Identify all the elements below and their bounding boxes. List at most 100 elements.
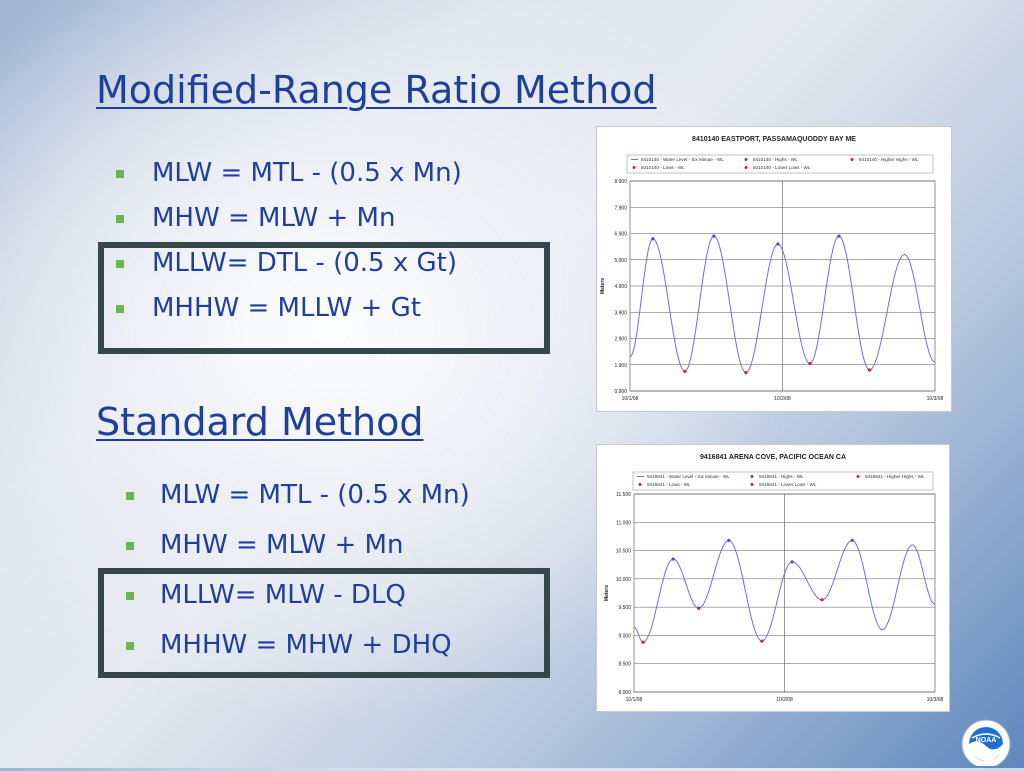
legend-marker-swatch bbox=[750, 483, 754, 486]
title-standard-method: Standard Method bbox=[96, 400, 424, 444]
legend-label: 9416841 - Water Level - Six Minute - WL bbox=[647, 474, 730, 479]
y-tick-label: 8.500 bbox=[618, 662, 631, 668]
high-point bbox=[651, 237, 655, 241]
bullet-item: MLW = MTL - (0.5 x Mn) bbox=[114, 158, 462, 203]
bullet-item: MLLW= MLW - DLQ bbox=[124, 580, 470, 630]
water-level-line bbox=[633, 539, 936, 643]
y-tick-label: 8.000 bbox=[618, 690, 631, 696]
legend-label: 8410140 - Higher Highs - WL bbox=[859, 157, 919, 162]
bullet-marker-icon bbox=[126, 492, 134, 500]
highlight-box-standard bbox=[98, 568, 550, 678]
bullet-marker-icon bbox=[126, 642, 134, 650]
noaa-logo: NOAA bbox=[944, 716, 1014, 769]
legend-label: 8410140 - Lower Lows - WL bbox=[753, 165, 811, 170]
title-modified-range-ratio: Modified-Range Ratio Method bbox=[96, 68, 657, 112]
bullet-marker-icon bbox=[116, 305, 124, 313]
legend-box bbox=[626, 154, 934, 174]
y-axis-label: Meters bbox=[604, 585, 610, 601]
chart-title: 9416841 ARENA COVE, PACIFIC OCEAN CA bbox=[700, 454, 846, 461]
y-tick-label: 10.500 bbox=[616, 549, 632, 555]
noaa-seal-icon: NOAA bbox=[961, 719, 1011, 769]
high-point bbox=[790, 560, 794, 564]
x-tick-label: 10/2/08 bbox=[776, 697, 793, 703]
chart-eastport: 8410140 EASTPORT, PASSAMAQUODDY BAY ME 84… bbox=[596, 126, 952, 412]
bullet-text: MLW = MTL - (0.5 x Mn) bbox=[152, 158, 462, 188]
legend-marker-swatch bbox=[750, 475, 754, 478]
chart-eastport-svg: 8410140 EASTPORT, PASSAMAQUODDY BAY ME 84… bbox=[600, 136, 944, 402]
bullet-list-modified: MLW = MTL - (0.5 x Mn) MHW = MLW + Mn ML… bbox=[114, 158, 462, 338]
bullet-marker-icon bbox=[126, 542, 134, 550]
bullet-item: MHW = MLW + Mn bbox=[114, 203, 462, 248]
high-point bbox=[727, 538, 731, 542]
y-tick-label: 10.000 bbox=[616, 577, 632, 583]
bullet-list-standard: MLW = MTL - (0.5 x Mn) MHW = MLW + Mn ML… bbox=[124, 480, 470, 680]
legend-label: 9416841 - Higher Highs - WL bbox=[865, 474, 925, 479]
y-tick-label: 5.900 bbox=[614, 258, 627, 264]
bullet-item: MHHW = MLLW + Gt bbox=[114, 293, 462, 338]
y-tick-label: 2.900 bbox=[614, 337, 627, 343]
legend-label: 9416841 - Highs - WL bbox=[759, 474, 804, 479]
legend-marker-swatch bbox=[856, 475, 860, 478]
low-point bbox=[744, 371, 748, 375]
bullet-text: MLW = MTL - (0.5 x Mn) bbox=[160, 480, 470, 510]
y-tick-label: 7.900 bbox=[614, 205, 627, 211]
high-point bbox=[837, 234, 841, 238]
y-axis-label: Meters bbox=[600, 278, 606, 294]
legend-marker-swatch bbox=[632, 166, 636, 169]
legend-marker-swatch bbox=[744, 166, 748, 169]
x-tick-label: 10/1/08 bbox=[626, 697, 643, 703]
bullet-marker-icon bbox=[116, 260, 124, 268]
legend-marker-swatch bbox=[638, 483, 642, 486]
bullet-text: MHW = MLW + Mn bbox=[160, 530, 404, 560]
low-point bbox=[697, 606, 701, 610]
x-tick-label: 10/2/08 bbox=[774, 396, 791, 402]
legend-marker-swatch bbox=[744, 158, 748, 161]
bullet-text: MHHW = MLLW + Gt bbox=[152, 293, 421, 323]
low-point bbox=[867, 368, 872, 372]
legend-label: 8410140 - Lows - WL bbox=[641, 165, 685, 170]
high-point bbox=[712, 234, 716, 238]
high-point bbox=[671, 557, 675, 561]
legend-marker-swatch bbox=[850, 158, 854, 161]
legend-label: 9416841 - Lows - WL bbox=[647, 482, 691, 487]
x-tick-label: 10/3/08 bbox=[927, 396, 944, 402]
low-point bbox=[683, 369, 687, 373]
bullet-text: MLLW= DTL - (0.5 x Gt) bbox=[152, 248, 457, 278]
low-point bbox=[641, 640, 645, 644]
highlight-box-modified bbox=[98, 242, 550, 354]
low-point bbox=[820, 598, 824, 602]
y-tick-label: 9.500 bbox=[618, 605, 631, 611]
noaa-logo-text: NOAA bbox=[976, 737, 997, 744]
high-point bbox=[850, 538, 854, 542]
bullet-item: MLLW= DTL - (0.5 x Gt) bbox=[114, 248, 462, 293]
chart-title: 8410140 EASTPORT, PASSAMAQUODDY BAY ME bbox=[692, 136, 856, 143]
y-tick-label: 11.000 bbox=[616, 520, 631, 526]
bullet-text: MHHW = MHW + DHQ bbox=[160, 630, 452, 660]
y-tick-label: 9.000 bbox=[618, 633, 631, 639]
low-point bbox=[808, 361, 812, 366]
y-tick-label: 4.900 bbox=[614, 284, 627, 290]
y-tick-label: 8.900 bbox=[614, 179, 627, 185]
y-tick-label: 6.900 bbox=[614, 232, 627, 238]
chart-arena-cove-svg: 9416841 ARENA COVE, PACIFIC OCEAN CA 9416… bbox=[604, 454, 944, 703]
bullet-marker-icon bbox=[116, 215, 124, 223]
x-tick-label: 10/1/08 bbox=[622, 396, 639, 402]
low-point bbox=[760, 639, 764, 643]
bullet-text: MLLW= MLW - DLQ bbox=[160, 580, 406, 610]
y-tick-label: 1.900 bbox=[614, 363, 627, 369]
bullet-item: MHW = MLW + Mn bbox=[124, 530, 470, 580]
y-tick-label: 11.500 bbox=[616, 492, 631, 498]
bullet-item: MLW = MTL - (0.5 x Mn) bbox=[124, 480, 470, 530]
bullet-text: MHW = MLW + Mn bbox=[152, 203, 396, 233]
x-tick-label: 10/3/08 bbox=[927, 697, 944, 703]
bullet-item: MHHW = MHW + DHQ bbox=[124, 630, 470, 680]
chart-arena-cove: 9416841 ARENA COVE, PACIFIC OCEAN CA 9416… bbox=[596, 444, 950, 712]
legend-label: 8410140 - Water Level - Six Minute - WL bbox=[641, 157, 724, 162]
legend-label: 8410140 - Highs - WL bbox=[753, 157, 798, 162]
high-point bbox=[776, 242, 780, 246]
legend-label: 9416841 - Lower Lows - WL bbox=[759, 482, 817, 487]
bullet-marker-icon bbox=[126, 592, 134, 600]
y-tick-label: 3.900 bbox=[614, 310, 627, 316]
bullet-marker-icon bbox=[116, 170, 124, 178]
y-tick-label: 0.900 bbox=[614, 389, 627, 395]
